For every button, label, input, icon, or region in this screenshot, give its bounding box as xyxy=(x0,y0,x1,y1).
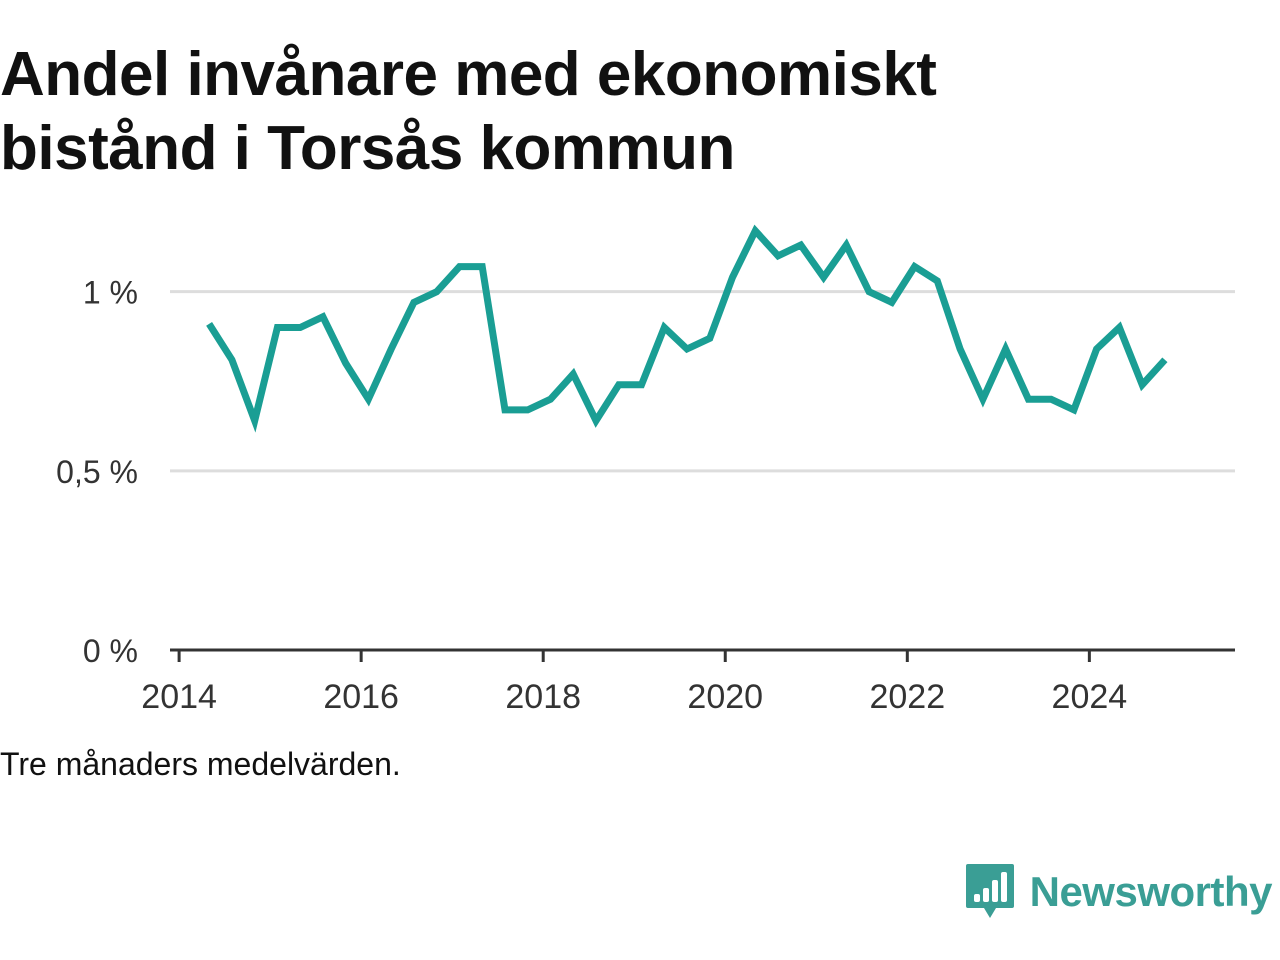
brand-logo: Newsworthy xyxy=(964,862,1273,922)
footnote: Tre månaders medelvärden. xyxy=(0,746,401,782)
x-tick-label: 2024 xyxy=(1052,678,1128,716)
title-line-2: bistånd i Torsås kommun xyxy=(0,114,735,183)
x-tick-label: 2022 xyxy=(869,678,945,716)
x-tick-label: 2020 xyxy=(687,678,763,716)
series-line xyxy=(206,224,1168,433)
chart-title: Andel invånare med ekonomiskt bistånd i … xyxy=(0,38,1200,186)
x-tick-label: 2014 xyxy=(141,678,217,716)
x-tick-label: 2016 xyxy=(323,678,399,716)
x-tick-label: 2018 xyxy=(505,678,581,716)
brand-name: Newsworthy xyxy=(1029,868,1273,915)
bar-chart-speech-bubble-icon xyxy=(965,864,1014,918)
y-tick-label: 0,5 % xyxy=(56,454,138,490)
title-line-1: Andel invånare med ekonomiskt xyxy=(0,40,937,109)
y-tick-label: 1 % xyxy=(83,275,138,311)
line-chart: 0 % 0,5 % 1 % 2014 2016 2018 2020 2022 2024 xyxy=(56,224,1235,716)
y-tick-label: 0 % xyxy=(83,633,138,669)
